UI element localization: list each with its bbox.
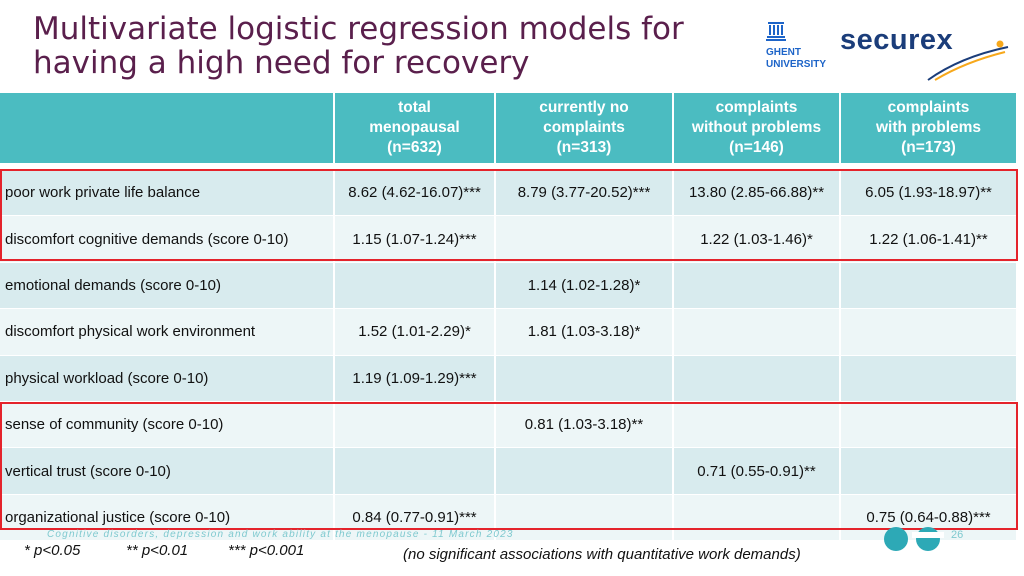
header-line: menopausal — [369, 119, 460, 136]
significance-legend-p001: *** p<0.001 — [228, 542, 305, 559]
table-cell: 0.71 (0.55-0.91)** — [673, 447, 841, 495]
securex-logo-text: securex — [840, 24, 954, 56]
spacer-cell — [0, 163, 1016, 170]
table-cell — [673, 400, 841, 449]
slide-title-line-1: Multivariate logistic regression models … — [33, 11, 684, 47]
header-line: complaints — [543, 119, 625, 136]
slide-title: Multivariate logistic regression models … — [33, 12, 684, 80]
header-line: complaints — [715, 99, 798, 116]
slide-title-line-2: having a high need for recovery — [33, 45, 530, 81]
footer-decoration-icon — [884, 527, 944, 551]
table-row: discomfort physical work environment 1.5… — [0, 308, 1016, 356]
header-line: (n=313) — [556, 139, 612, 156]
header-line: (n=173) — [901, 139, 956, 156]
page-number: 26 — [951, 529, 964, 541]
row-label: discomfort physical work environment — [0, 308, 335, 356]
table-spacer — [0, 163, 1016, 170]
table-cell: 1.52 (1.01-2.29)* — [334, 308, 496, 356]
header-line: currently no — [539, 99, 629, 116]
table-cell: 0.84 (0.77-0.91)*** — [334, 493, 496, 542]
column-header-variable — [0, 93, 335, 163]
table-cell: 1.22 (1.06-1.41)** — [840, 215, 1016, 263]
table-cell: 1.22 (1.03-1.46)* — [673, 215, 841, 263]
column-header-total-menopausal: total menopausal (n=632) — [334, 93, 496, 163]
table-cell — [495, 493, 674, 542]
table-cell — [334, 400, 496, 449]
table-cell — [673, 354, 841, 402]
row-label: sense of community (score 0-10) — [0, 400, 335, 449]
table-cell — [495, 215, 674, 263]
table-cell: 8.79 (3.77-20.52)*** — [495, 168, 674, 217]
securex-logo: securex — [840, 22, 1010, 82]
table-row: poor work private life balance 8.62 (4.6… — [0, 168, 1016, 217]
table-cell — [840, 354, 1016, 402]
table-row: sense of community (score 0-10) 0.81 (1.… — [0, 400, 1016, 449]
column-header-currently-no-complaints: currently no complaints (n=313) — [495, 93, 674, 163]
table-cell — [840, 308, 1016, 356]
significance-legend-p05: * p<0.05 — [24, 542, 81, 559]
header-line: complaints — [887, 99, 970, 116]
header-line: (n=632) — [387, 139, 442, 156]
table-cell — [495, 447, 674, 495]
footer-caption: Cognitive disorders, depression and work… — [47, 529, 514, 540]
table-cell — [673, 261, 841, 310]
table-cell — [334, 447, 496, 495]
ghent-building-icon — [766, 22, 786, 41]
header-line: (n=146) — [729, 139, 784, 156]
table-row: vertical trust (score 0-10) 0.71 (0.55-0… — [0, 447, 1016, 495]
table-row: emotional demands (score 0-10) 1.14 (1.0… — [0, 261, 1016, 310]
table-cell: 1.81 (1.03-3.18)* — [495, 308, 674, 356]
table-cell — [673, 308, 841, 356]
securex-swoosh-icon — [927, 40, 1009, 81]
row-label: physical workload (score 0-10) — [0, 354, 335, 402]
row-label: organizational justice (score 0-10) — [0, 493, 335, 542]
table-cell: 1.15 (1.07-1.24)*** — [334, 215, 496, 263]
table-cell: 1.19 (1.09-1.29)*** — [334, 354, 496, 402]
table-row: physical workload (score 0-10) 1.19 (1.0… — [0, 354, 1016, 402]
header-line: total — [398, 99, 431, 116]
table-header-row: total menopausal (n=632) currently no co… — [0, 93, 1016, 163]
table-cell — [840, 261, 1016, 310]
table-cell — [673, 493, 841, 542]
header-line: with problems — [875, 119, 982, 136]
row-label: emotional demands (score 0-10) — [0, 261, 335, 310]
row-label: discomfort cognitive demands (score 0-10… — [0, 215, 335, 263]
footnote-quantitative-demands: (no significant associations with quanti… — [403, 546, 801, 563]
table-cell — [495, 354, 674, 402]
table-row: discomfort cognitive demands (score 0-10… — [0, 215, 1016, 263]
ghent-logo-line-2: UNIVERSITY — [766, 59, 827, 70]
row-label: vertical trust (score 0-10) — [0, 447, 335, 495]
row-label: poor work private life balance — [0, 168, 335, 217]
significance-legend-p01: ** p<0.01 — [126, 542, 189, 559]
column-header-complaints-with-problems: complaints with problems (n=173) — [840, 93, 1016, 163]
table-cell: 8.62 (4.62-16.07)*** — [334, 168, 496, 217]
table-cell: 0.81 (1.03-3.18)** — [495, 400, 674, 449]
table-cell: 13.80 (2.85-66.88)** — [673, 168, 841, 217]
table-cell — [840, 400, 1016, 449]
ghent-logo-line-1: GHENT — [766, 47, 801, 58]
table-row: organizational justice (score 0-10) 0.84… — [0, 493, 1016, 542]
column-header-complaints-without-problems: complaints without problems (n=146) — [673, 93, 841, 163]
table-cell — [334, 261, 496, 310]
header-line: without problems — [691, 119, 822, 136]
regression-table: total menopausal (n=632) currently no co… — [0, 93, 1016, 542]
ghent-university-logo: GHENT UNIVERSITY — [762, 20, 832, 74]
table-cell: 1.14 (1.02-1.28)* — [495, 261, 674, 310]
table-cell: 6.05 (1.93-18.97)** — [840, 168, 1016, 217]
table-cell — [840, 447, 1016, 495]
